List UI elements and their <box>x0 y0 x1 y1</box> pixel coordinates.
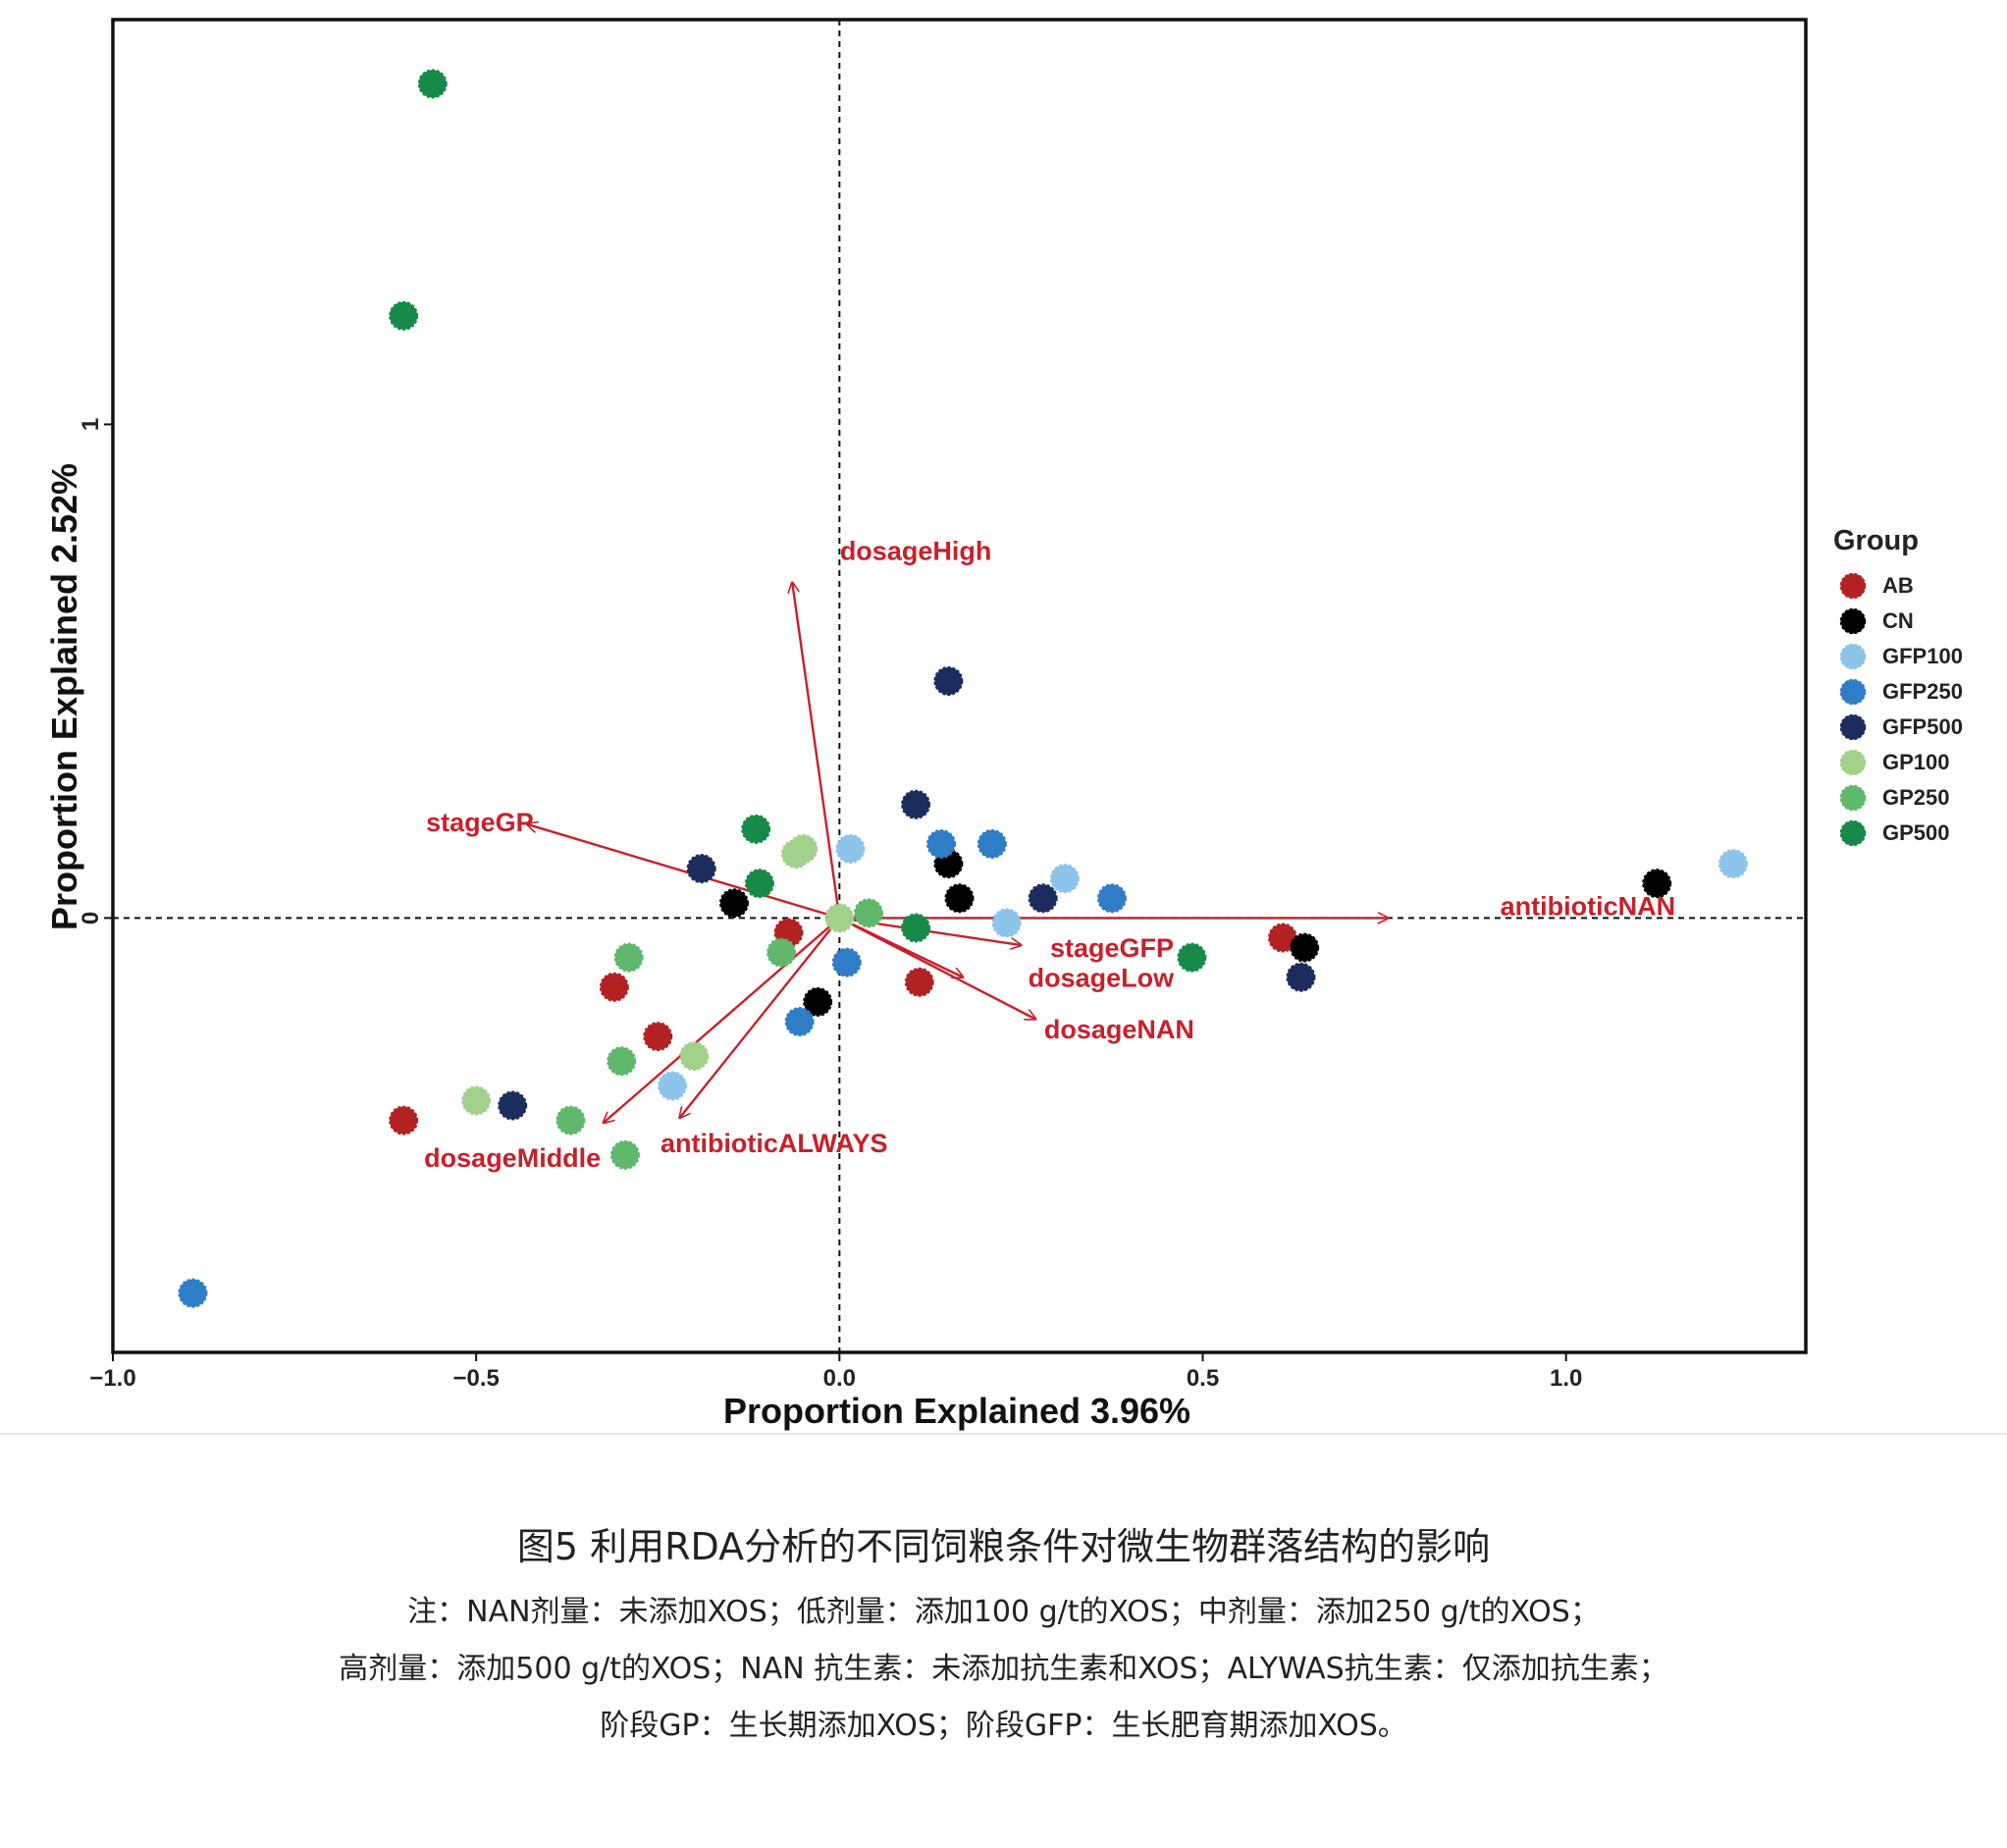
plot-border <box>111 18 1808 1354</box>
legend-swatch-GP500 <box>1839 819 1867 847</box>
point-GFP250 <box>925 828 956 859</box>
legend-label-GP500: GP500 <box>1882 820 1950 845</box>
point-CN <box>803 986 833 1017</box>
point-AB <box>904 967 934 997</box>
x-tick-label: 0.5 <box>1187 1365 1219 1392</box>
point-CN <box>1642 869 1672 899</box>
point-CN <box>718 888 749 919</box>
point-GP500 <box>901 913 931 943</box>
point-GFP250 <box>977 828 1007 859</box>
vector-label-stageGFP: stageGFP <box>1050 933 1174 963</box>
figure-caption-note-line-2: 高剂量：添加500 g/t的XOS；NAN 抗生素：未添加抗生素和XOS；ALY… <box>339 1652 1668 1686</box>
figure-caption-note-line-1: 注：NAN剂量：未添加XOS；低剂量：添加100 g/t的XOS；中剂量：添加2… <box>407 1595 1600 1629</box>
vector-arrow-dosageHigh <box>792 582 841 919</box>
point-GP500 <box>1177 942 1207 973</box>
caption-divider <box>0 1433 2007 1435</box>
y-axis-title: Proportion Explained 2.52% <box>44 463 84 930</box>
legend: Group AB CN GFP100 GFP250 GFP500 GP100 GP250 GP… <box>1833 525 1963 847</box>
point-GFP250 <box>1096 883 1127 914</box>
point-GFP500 <box>933 665 964 696</box>
point-AB <box>599 972 629 1002</box>
point-GP250 <box>607 1046 637 1077</box>
legend-label-AB: AB <box>1882 573 1914 598</box>
point-GFP500 <box>1028 883 1058 914</box>
x-tick-label: 0.0 <box>823 1365 856 1392</box>
point-GP500 <box>417 69 448 99</box>
point-GFP100 <box>835 833 866 864</box>
legend-label-GFP500: GFP500 <box>1882 714 1963 739</box>
point-GP100 <box>679 1041 710 1072</box>
point-GFP100 <box>1717 849 1748 879</box>
legend-swatch-GFP100 <box>1839 643 1867 670</box>
vector-label-dosageHigh: dosageHigh <box>840 536 992 565</box>
legend-swatch-AB <box>1839 572 1867 600</box>
vector-arrow-dosageMiddle <box>604 917 841 1123</box>
point-GFP500 <box>498 1090 528 1121</box>
point-AB <box>389 1105 419 1135</box>
vector-label-antibioticNAN: antibioticNAN <box>1501 891 1676 921</box>
legend-swatch-GP100 <box>1839 749 1867 776</box>
point-GFP250 <box>178 1278 208 1308</box>
point-GFP250 <box>831 947 862 977</box>
x-tick-label: 1.0 <box>1550 1365 1582 1392</box>
y-tick-label: 1 <box>78 418 104 431</box>
figure-caption-title: 图5 利用RDA分析的不同饲粮条件对微生物群落结构的影响 <box>516 1525 1491 1568</box>
vector-arrow-dosageNAN <box>838 917 1035 1019</box>
point-GP500 <box>741 814 771 844</box>
legend-swatch-GP250 <box>1839 784 1867 812</box>
point-GP250 <box>853 898 883 928</box>
point-GP250 <box>555 1105 586 1135</box>
vector-label-stageGP: stageGP <box>426 808 534 837</box>
vector-label-dosageNAN: dosageNAN <box>1044 1015 1194 1044</box>
rda-chart: dosageHighstageGPantibioticNANstageGFPdo… <box>44 18 1963 1431</box>
point-GP250 <box>609 1139 640 1170</box>
vector-label-dosageMiddle: dosageMiddle <box>424 1143 601 1173</box>
point-GFP100 <box>1049 864 1080 894</box>
point-GP250 <box>613 942 644 973</box>
x-tick-label: −1.0 <box>89 1365 135 1392</box>
legend-swatch-GFP500 <box>1839 713 1867 741</box>
point-GP500 <box>389 300 419 331</box>
point-GP100 <box>461 1085 492 1116</box>
x-tick-label: −0.5 <box>452 1365 499 1392</box>
point-GFP250 <box>784 1007 815 1037</box>
point-AB <box>643 1022 673 1052</box>
legend-swatch-GFP250 <box>1839 678 1867 706</box>
y-tick-label: 0 <box>78 912 104 924</box>
point-GFP100 <box>658 1071 688 1101</box>
point-GFP500 <box>901 789 931 819</box>
data-points <box>178 69 1748 1308</box>
vector-label-dosageLow: dosageLow <box>1029 963 1176 992</box>
vector-label-antibioticALWAYS: antibioticALWAYS <box>660 1129 888 1158</box>
legend-label-GFP250: GFP250 <box>1882 679 1963 704</box>
point-GP100 <box>788 833 819 864</box>
legend-title: Group <box>1833 525 1919 556</box>
point-GP250 <box>766 937 797 968</box>
axis-ticks: −1.0 −0.5 0.0 0.5 1.0 0 1 <box>78 418 1582 1392</box>
point-GP100 <box>824 903 855 933</box>
point-GFP500 <box>1286 962 1316 992</box>
point-GFP100 <box>991 908 1022 938</box>
point-GP500 <box>744 869 774 899</box>
legend-label-CN: CN <box>1882 608 1914 633</box>
legend-label-GFP100: GFP100 <box>1882 644 1963 668</box>
legend-swatch-CN <box>1839 607 1867 635</box>
figure-caption-note-line-3: 阶段GP：生长期添加XOS；阶段GFP：生长肥育期添加XOS。 <box>600 1709 1407 1743</box>
point-CN <box>944 883 975 914</box>
legend-label-GP100: GP100 <box>1882 750 1950 774</box>
x-axis-title: Proportion Explained 3.96% <box>723 1391 1190 1431</box>
plot-frame <box>111 18 1808 1354</box>
vector-arrow-antibioticALWAYS <box>679 917 841 1118</box>
point-GFP500 <box>686 854 716 884</box>
legend-label-GP250: GP250 <box>1882 785 1950 810</box>
point-CN <box>1290 932 1320 963</box>
vector-labels: dosageHighstageGPantibioticNANstageGFPdo… <box>424 536 1675 1173</box>
vector-arrow-stageGP <box>527 824 840 920</box>
